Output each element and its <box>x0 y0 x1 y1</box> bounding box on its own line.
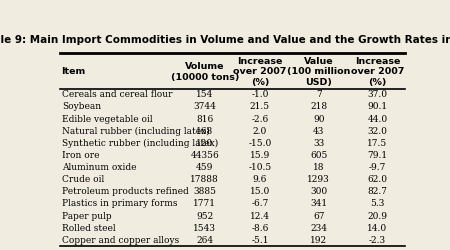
Text: Petroleum products refined: Petroleum products refined <box>62 187 189 196</box>
Text: 3885: 3885 <box>193 187 216 196</box>
Text: 459: 459 <box>196 163 213 172</box>
Text: 234: 234 <box>310 224 327 233</box>
Text: -15.0: -15.0 <box>248 139 272 148</box>
Text: Rolled steel: Rolled steel <box>62 224 116 233</box>
Text: 816: 816 <box>196 114 213 124</box>
Text: 952: 952 <box>196 212 213 220</box>
Text: 82.7: 82.7 <box>367 187 387 196</box>
Text: 605: 605 <box>310 151 327 160</box>
Text: 192: 192 <box>310 236 327 245</box>
Text: Increase
over 2007
(%): Increase over 2007 (%) <box>233 57 287 87</box>
Text: 37.0: 37.0 <box>367 90 387 99</box>
Text: 21.5: 21.5 <box>250 102 270 112</box>
Text: Synthetic rubber (including latex): Synthetic rubber (including latex) <box>62 139 218 148</box>
Text: 62.0: 62.0 <box>367 175 387 184</box>
Text: 12.4: 12.4 <box>250 212 270 220</box>
Text: 17888: 17888 <box>190 175 219 184</box>
Text: 264: 264 <box>196 236 213 245</box>
Text: -6.7: -6.7 <box>251 200 269 208</box>
Text: 32.0: 32.0 <box>368 127 387 136</box>
Text: 9.6: 9.6 <box>253 175 267 184</box>
Text: 33: 33 <box>313 139 324 148</box>
Text: Increase
over 2007
(%): Increase over 2007 (%) <box>351 57 404 87</box>
Text: 17.5: 17.5 <box>367 139 387 148</box>
Text: 44.0: 44.0 <box>367 114 387 124</box>
Text: -10.5: -10.5 <box>248 163 272 172</box>
Text: 2.0: 2.0 <box>253 127 267 136</box>
Text: 90.1: 90.1 <box>367 102 387 112</box>
Text: Crude oil: Crude oil <box>62 175 104 184</box>
Text: Natural rubber (including latex): Natural rubber (including latex) <box>62 126 210 136</box>
Text: Edible vegetable oil: Edible vegetable oil <box>62 114 153 124</box>
Text: -8.6: -8.6 <box>251 224 269 233</box>
Text: 7: 7 <box>316 90 322 99</box>
Text: Soybean: Soybean <box>62 102 101 112</box>
Text: Item: Item <box>62 67 86 76</box>
Text: 300: 300 <box>310 187 327 196</box>
Text: 15.0: 15.0 <box>250 187 270 196</box>
Text: 14.0: 14.0 <box>367 224 387 233</box>
Text: 1543: 1543 <box>193 224 216 233</box>
Text: 1771: 1771 <box>193 200 216 208</box>
Text: 18: 18 <box>313 163 324 172</box>
Text: 5.3: 5.3 <box>370 200 385 208</box>
Text: 341: 341 <box>310 200 327 208</box>
Text: 20.9: 20.9 <box>367 212 387 220</box>
Text: -2.6: -2.6 <box>252 114 269 124</box>
Text: 154: 154 <box>196 90 213 99</box>
Text: Iron ore: Iron ore <box>62 151 100 160</box>
Text: 168: 168 <box>196 127 213 136</box>
Text: 120: 120 <box>196 139 213 148</box>
Text: 43: 43 <box>313 127 324 136</box>
Text: Table 9: Main Import Commodities in Volume and Value and the Growth Rates in 200: Table 9: Main Import Commodities in Volu… <box>0 35 450 45</box>
Text: Plastics in primary forms: Plastics in primary forms <box>62 200 178 208</box>
Text: -2.3: -2.3 <box>369 236 386 245</box>
Text: 3744: 3744 <box>194 102 216 112</box>
Text: 90: 90 <box>313 114 324 124</box>
Text: Paper pulp: Paper pulp <box>62 212 112 220</box>
Text: Volume
(10000 tons): Volume (10000 tons) <box>171 62 239 82</box>
Text: Value
(100 million
USD): Value (100 million USD) <box>287 57 351 87</box>
Text: -9.7: -9.7 <box>369 163 386 172</box>
Text: Copper and copper alloys: Copper and copper alloys <box>62 236 180 245</box>
Text: 44356: 44356 <box>190 151 219 160</box>
Text: 218: 218 <box>310 102 327 112</box>
Text: 1293: 1293 <box>307 175 330 184</box>
Text: Aluminum oxide: Aluminum oxide <box>62 163 137 172</box>
Text: 79.1: 79.1 <box>367 151 387 160</box>
Text: 67: 67 <box>313 212 324 220</box>
Text: -1.0: -1.0 <box>251 90 269 99</box>
Text: -5.1: -5.1 <box>251 236 269 245</box>
Text: Cereals and cereal flour: Cereals and cereal flour <box>62 90 173 99</box>
Text: 15.9: 15.9 <box>250 151 270 160</box>
